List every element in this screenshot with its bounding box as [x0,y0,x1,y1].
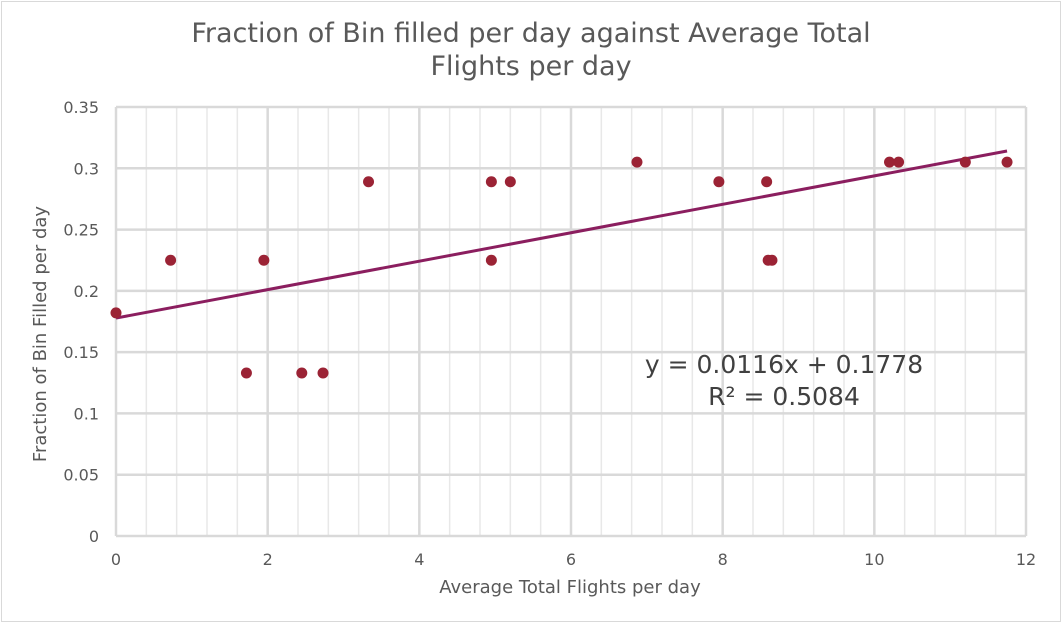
x-tick-label: 0 [111,550,121,569]
chart-title-line-1: Fraction of Bin filled per day against A… [191,18,870,49]
data-point [240,367,252,379]
major-gridlines [114,105,1028,538]
data-point [165,254,177,266]
x-tick-label: 2 [263,550,273,569]
x-tick-label: 8 [718,550,728,569]
chart-title-line-2: Flights per day [430,51,631,82]
y-tick-label: 0 [89,527,99,546]
data-point [110,307,122,319]
x-tick-label: 6 [566,550,576,569]
data-point [766,254,778,266]
y-tick-label: 0.3 [74,159,99,178]
data-point [296,367,308,379]
data-point [959,156,971,168]
data-point [317,367,329,379]
data-point [884,156,895,168]
trendline-group [115,149,1008,320]
data-point [485,254,497,266]
x-tick-label: 12 [1016,550,1036,569]
data-point [363,176,375,188]
y-axis-label: Fraction of Bin Filled per day [30,206,51,462]
trendline [115,149,1008,320]
x-tick-label: 10 [864,550,884,569]
data-points [110,156,1013,379]
data-point [761,176,773,188]
trendline-r-squared: R² = 0.5084 [708,382,860,411]
x-axis-label: Average Total Flights per day [439,577,701,598]
x-tick-label: 4 [414,550,424,569]
data-point [504,176,516,188]
y-tick-label: 0.2 [74,282,99,301]
y-tick-label: 0.35 [63,98,99,117]
data-point [893,156,905,168]
data-point [485,176,497,188]
minor-gridlines [145,107,997,536]
y-tick-label: 0.05 [63,466,99,485]
trendline-equation: y = 0.0116x + 0.1778 [645,350,923,379]
y-tick-label: 0.1 [74,404,99,423]
data-point [713,176,725,188]
y-tick-label: 0.15 [63,343,99,362]
y-tick-label: 0.25 [63,221,99,240]
data-point [631,156,643,168]
tick-labels: 0 2 4 6 8 10 12 0 0.05 0.1 0.15 0.2 0.25 0.3 0.35 [63,98,1036,569]
data-point [258,254,270,266]
data-point [1001,156,1013,168]
